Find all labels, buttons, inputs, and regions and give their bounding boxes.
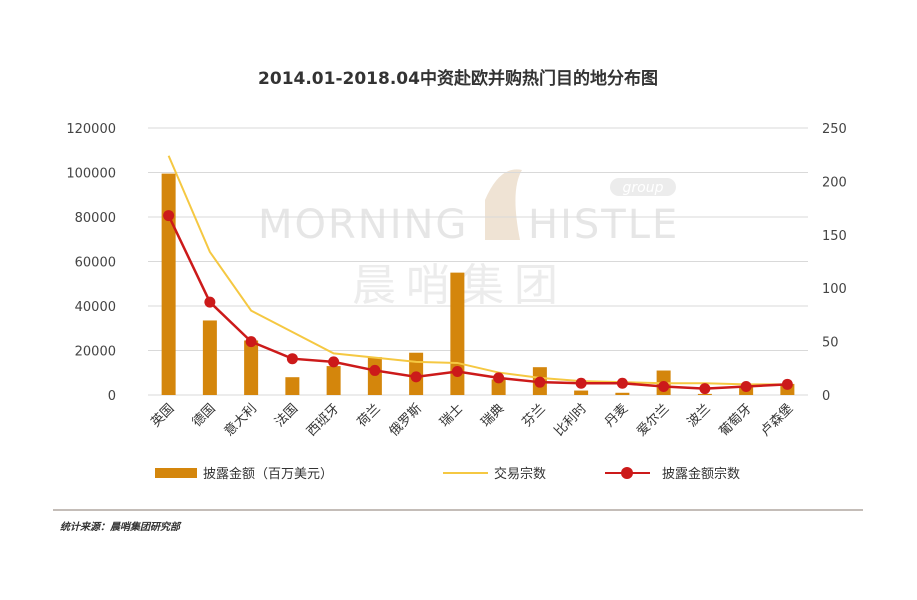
category-label: 芬兰 xyxy=(520,401,549,430)
disclosed-point xyxy=(534,376,546,388)
disclosed-point xyxy=(781,378,793,390)
category-label: 俄罗斯 xyxy=(387,401,425,439)
disclosed-point xyxy=(493,372,505,384)
category-label: 瑞典 xyxy=(478,401,507,430)
left-axis-ticks: 0 20000 40000 60000 80000 100000 120000 xyxy=(66,122,116,404)
disclosed-point xyxy=(245,336,257,348)
disclosed-point xyxy=(658,380,670,392)
left-tick-label: 60000 xyxy=(75,256,116,271)
right-tick-label: 100 xyxy=(822,282,847,297)
bar xyxy=(202,320,217,395)
bar xyxy=(244,340,259,395)
left-tick-label: 0 xyxy=(108,389,116,404)
source-note: 统计来源：晨哨集团研究部 xyxy=(60,521,182,533)
deals-line xyxy=(167,155,788,386)
disclosed-point xyxy=(328,356,340,368)
disclosed-point xyxy=(369,364,381,376)
bar xyxy=(697,393,712,395)
category-label: 英国 xyxy=(148,401,177,430)
right-tick-label: 250 xyxy=(822,122,847,137)
watermark: MORNING HISTLE group 晨哨集团 xyxy=(258,169,679,311)
disclosed-point xyxy=(286,353,298,365)
right-tick-label: 200 xyxy=(822,175,847,190)
left-tick-label: 80000 xyxy=(75,211,116,226)
left-tick-label: 120000 xyxy=(66,122,116,137)
disclosed-point xyxy=(410,371,422,383)
disclosed-line xyxy=(167,215,788,390)
right-axis-ticks: 0 50 100 150 200 250 xyxy=(822,122,847,404)
legend-label-line: 交易宗数 xyxy=(494,466,546,482)
category-label: 法国 xyxy=(272,401,301,430)
legend-label-bar: 披露金额（百万美元） xyxy=(203,466,333,482)
disclosed-point xyxy=(740,380,752,392)
right-tick-label: 0 xyxy=(822,389,830,404)
disclosed-point xyxy=(575,377,587,389)
bar xyxy=(285,377,300,395)
line-series-disclosed xyxy=(163,210,793,395)
disclosed-point xyxy=(451,366,463,378)
legend-swatch-bar xyxy=(155,468,197,478)
right-tick-label: 150 xyxy=(822,229,847,244)
disclosed-point xyxy=(163,210,175,222)
category-label: 德国 xyxy=(190,401,219,430)
legend-label-marker-line: 披露金额宗数 xyxy=(662,466,740,482)
category-label: 荷兰 xyxy=(355,401,384,430)
category-label: 爱尔兰 xyxy=(634,401,672,439)
category-labels: 英国 德国 意大利 法国 西班牙 荷兰 俄罗斯 瑞士 瑞典 芬兰 比利时 丹麦 爱尔兰 波兰 葡萄牙 卢森堡 xyxy=(148,401,796,440)
left-tick-label: 20000 xyxy=(75,345,116,360)
category-label: 西班牙 xyxy=(304,401,342,439)
category-label: 比利时 xyxy=(552,401,590,439)
legend: 披露金额（百万美元） 交易宗数 披露金额宗数 xyxy=(155,466,740,482)
legend-swatch-marker xyxy=(621,467,633,479)
bar xyxy=(367,357,382,395)
category-label: 波兰 xyxy=(685,401,714,430)
bar xyxy=(161,173,176,395)
disclosed-point xyxy=(616,377,628,389)
category-label: 丹麦 xyxy=(602,401,631,430)
watermark-brand-left: MORNING xyxy=(258,202,468,248)
bar xyxy=(491,379,506,395)
line-series-deals xyxy=(167,155,788,386)
disclosed-point xyxy=(204,296,216,308)
left-tick-label: 100000 xyxy=(66,167,116,182)
watermark-whistle-icon xyxy=(485,169,522,240)
bar xyxy=(326,366,341,395)
category-label: 葡萄牙 xyxy=(717,401,755,439)
watermark-brand-right: HISTLE xyxy=(528,202,679,248)
watermark-badge-text: group xyxy=(623,180,664,196)
bar xyxy=(574,390,589,395)
category-label: 瑞士 xyxy=(437,401,466,430)
watermark-badge xyxy=(610,178,676,196)
chart-title: 2014.01-2018.04中资赴欧并购热门目的地分布图 xyxy=(258,68,658,89)
bar xyxy=(615,392,630,395)
right-tick-label: 50 xyxy=(822,336,839,351)
left-tick-label: 40000 xyxy=(75,300,116,315)
disclosed-point xyxy=(699,383,711,395)
category-label: 卢森堡 xyxy=(757,401,796,440)
category-label: 意大利 xyxy=(221,401,260,440)
